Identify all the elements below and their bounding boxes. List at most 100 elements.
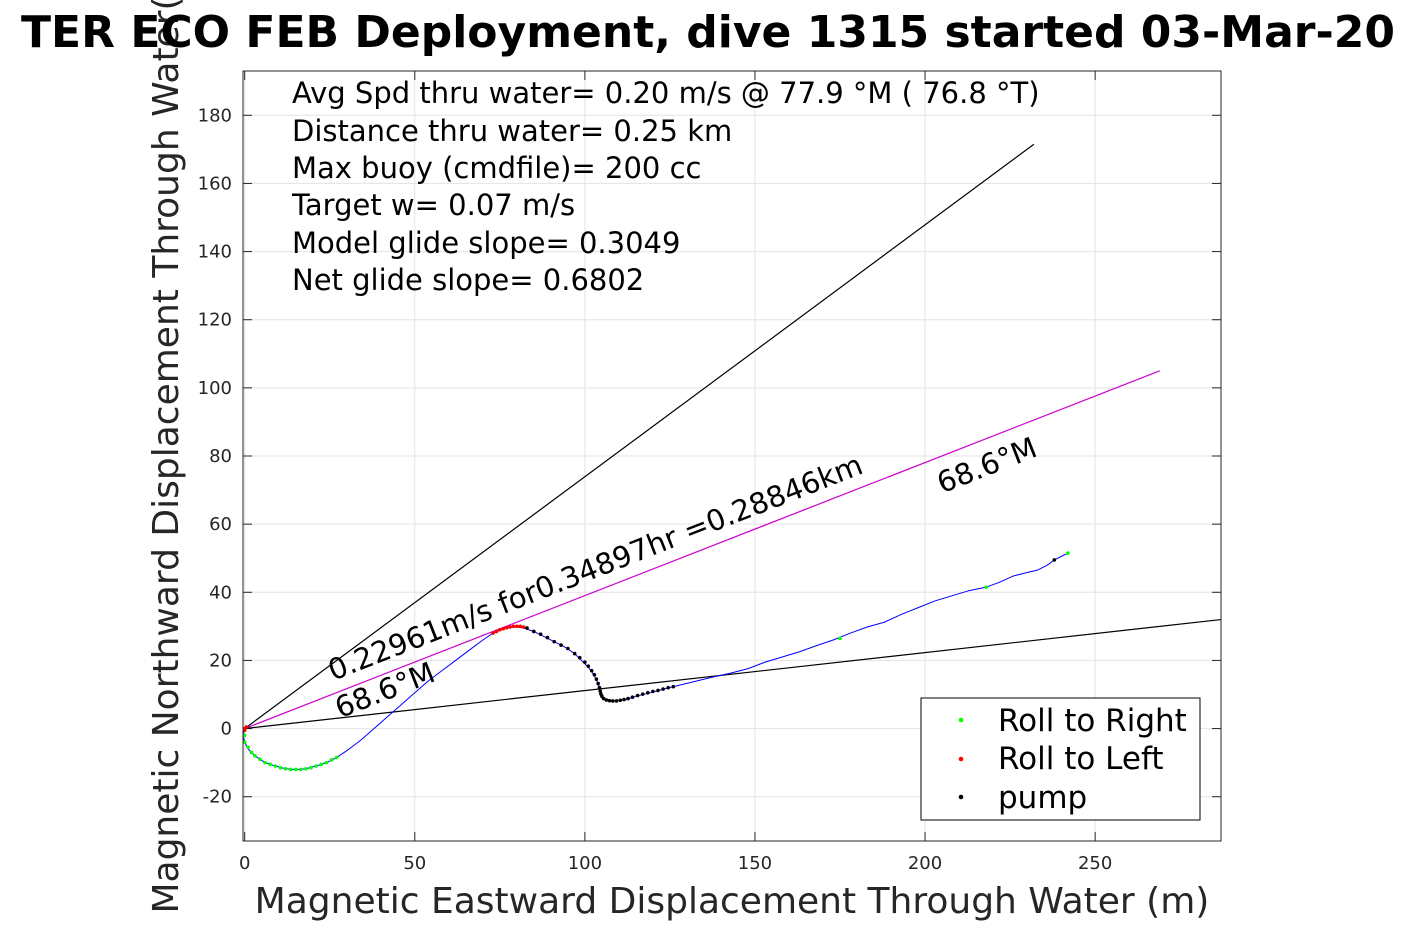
roll-to-right-point: [319, 762, 324, 767]
pump-point: [589, 668, 594, 673]
y-tick-label: 80: [209, 446, 232, 467]
roll-to-right-point: [329, 758, 334, 762]
x-tick-label: 0: [239, 853, 250, 874]
reference-line: [244, 370, 1160, 730]
roll-to-left-point: [521, 625, 526, 629]
pump-point: [532, 629, 536, 634]
y-tick-label: 60: [209, 514, 232, 535]
legend-marker-roll-right: [958, 717, 964, 723]
roll-to-left-point: [494, 629, 499, 634]
pump-point: [630, 695, 635, 700]
roll-to-right-point: [324, 760, 329, 765]
y-tick-label: 20: [209, 650, 232, 671]
pump-point: [545, 635, 550, 640]
reference-line: [244, 618, 1221, 730]
y-tick-labels: -20 0 20 40 60 80 100 120 140 160 180: [198, 105, 232, 807]
roll-to-left-point: [243, 728, 247, 733]
pump-point: [559, 643, 563, 647]
x-tick-label: 150: [738, 853, 772, 874]
pump-point: [572, 651, 577, 656]
pump-point: [597, 685, 602, 690]
pump-point: [594, 677, 599, 681]
legend-marker-pump: [958, 794, 964, 800]
pump-point: [604, 698, 609, 702]
pump-point: [607, 698, 612, 703]
pump-point: [552, 639, 557, 644]
roll-to-left-point: [491, 631, 495, 635]
pump-point: [646, 690, 650, 695]
y-tick-label: 100: [198, 378, 232, 399]
roll-to-right-point: [304, 766, 308, 771]
legend-marker-roll-left: [958, 756, 964, 762]
roll-to-left-point: [504, 625, 509, 630]
pump-point: [651, 689, 655, 694]
roll-to-right-point: [273, 764, 278, 768]
pump-point: [598, 689, 602, 693]
pump-point: [618, 698, 623, 703]
pump-point: [640, 692, 645, 696]
roll-to-left-point: [511, 624, 516, 629]
reference-line: [244, 143, 1035, 730]
legend-label-roll-right: Roll to Right: [998, 703, 1187, 739]
roll-to-right-point: [253, 754, 257, 758]
ticks: [243, 71, 1221, 841]
roll-to-left-point: [518, 624, 523, 629]
pump-point: [566, 646, 570, 651]
legend-label-roll-left: Roll to Left: [998, 741, 1164, 777]
y-tick-label: 120: [198, 310, 232, 331]
stat-line: Model glide slope= 0.3049: [292, 226, 680, 260]
legend: Roll to Right Roll to Left pump: [920, 697, 1201, 821]
x-tick-label: 100: [568, 853, 602, 874]
pump-point: [601, 696, 606, 701]
x-axis-label: Magnetic Eastward Displacement Through W…: [255, 881, 1210, 922]
roll-to-right-point: [1066, 551, 1070, 555]
stat-line: Target w= 0.07 m/s: [291, 188, 575, 222]
roll-to-right-point: [334, 755, 339, 760]
reference-lines: [244, 143, 1221, 730]
x-tick-label: 50: [403, 853, 426, 874]
stat-line: Net glide slope= 0.6802: [292, 263, 644, 297]
pump-point: [596, 681, 600, 686]
y-tick-label: 160: [198, 173, 232, 194]
stat-line: Max buoy (cmdfile)= 200 cc: [292, 151, 701, 185]
roll-to-right-point: [984, 585, 989, 589]
stat-line: Avg Spd thru water= 0.20 m/s @ 77.9 °M (…: [292, 76, 1040, 110]
pump-point: [592, 672, 597, 677]
y-tick-label: 180: [198, 105, 232, 126]
stat-line: Distance thru water= 0.25 km: [292, 114, 732, 148]
roll-to-right-point: [299, 767, 303, 772]
pump-point: [666, 685, 671, 690]
x-tick-labels: 0 50 100 150 200 250: [239, 853, 1112, 874]
pump-point: [538, 632, 543, 636]
roll-to-right-point: [249, 750, 254, 755]
pump-point: [610, 699, 615, 703]
y-tick-label: -20: [203, 787, 232, 808]
pump-point: [586, 664, 591, 669]
pump-point: [525, 626, 529, 630]
chart-title: TER ECO FEB Deployment, dive 1315 starte…: [21, 7, 1395, 58]
roll-to-left-point: [515, 624, 519, 629]
plot-frame: [242, 70, 1222, 842]
y-tick-label: 0: [221, 719, 232, 740]
pump-point: [622, 697, 626, 702]
roll-to-left-point: [498, 627, 502, 632]
x-tick-label: 200: [908, 853, 942, 874]
markers: [243, 551, 1070, 772]
pump-point: [626, 696, 630, 701]
roll-to-left-point: [501, 626, 506, 631]
pump-point: [577, 655, 582, 660]
roll-to-left-point: [244, 725, 249, 729]
roll-to-right-point: [314, 764, 318, 768]
pump-point: [661, 687, 665, 691]
roll-to-right-point: [263, 760, 267, 765]
grid: [243, 71, 1221, 841]
roll-to-right-point: [258, 757, 262, 762]
pump-point: [1052, 558, 1057, 562]
x-tick-label: 250: [1078, 853, 1112, 874]
roll-to-right-point: [278, 765, 283, 770]
y-axis-label: Magnetic Northward Displacement Through …: [146, 0, 187, 914]
pump-point: [583, 660, 587, 664]
roll-to-right-point: [309, 765, 313, 770]
y-tick-label: 40: [209, 582, 232, 603]
roll-to-right-point: [288, 767, 293, 772]
